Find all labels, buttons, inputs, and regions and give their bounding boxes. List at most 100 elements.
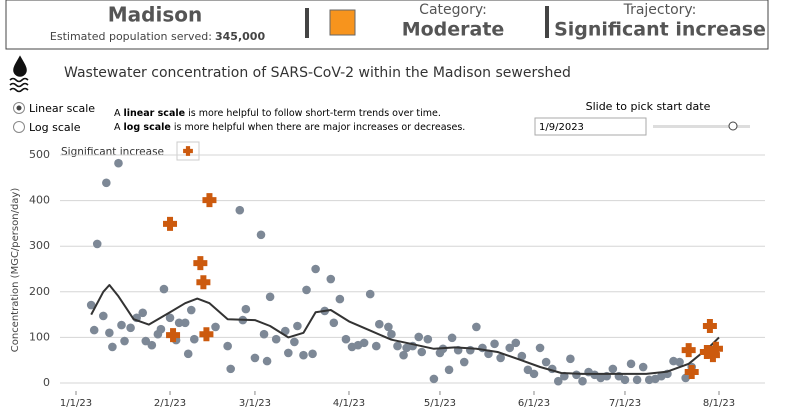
data-point [626,359,636,369]
trajectory: Significant increase [554,19,766,41]
data-point [241,304,251,314]
x-tick-label: 4/1/23 [333,398,365,409]
data-point [293,321,302,331]
site-name: Madison [108,3,202,27]
data-point [608,364,618,374]
note-part: is more helpful when there are major inc… [171,122,465,133]
trend-line [90,284,720,375]
trajectory-label: Trajectory: [623,2,697,18]
slider-track [653,125,750,128]
header-box [5,0,769,50]
significant-point [196,275,211,290]
data-point [365,289,375,299]
data-point [108,342,117,352]
data-point [517,351,527,361]
significant-point [705,348,720,363]
data-point [620,375,630,385]
x-tick-label: 8/1/23 [703,398,735,409]
y-axis-label: Concentration (MGC/person/day) [10,188,21,353]
x-tick-label: 1/1/23 [60,398,92,409]
data-point [114,158,123,168]
separator [545,6,549,38]
data-point [126,323,135,333]
y-tick-label: 400 [29,194,50,207]
data-point [147,340,157,350]
y-tick-label: 200 [29,285,50,298]
significant-point [163,216,178,231]
data-point [459,357,469,367]
data-point [578,376,587,386]
data-point [375,319,384,329]
data-point [529,369,539,379]
slider-handle[interactable] [728,121,738,131]
data-point [262,356,272,366]
data-point [311,264,320,274]
data-point [250,353,260,363]
slider-label: Slide to pick start date [586,100,711,113]
date-value: 1/9/2023 [539,122,584,133]
data-point [259,329,269,339]
category-label: Category: [419,2,487,18]
note-part: is more helpful to follow short-term tre… [185,108,441,119]
significant-point [199,327,214,342]
data-point [223,341,232,351]
legend-marker [183,146,193,156]
significant-point [202,193,217,208]
data-point [444,365,454,375]
data-point [326,274,336,284]
data-point [120,336,129,346]
x-tick-label: 5/1/23 [424,398,456,409]
data-point [89,325,99,335]
data-point [341,334,351,344]
note-part: linear scale [124,108,186,119]
y-tick-label: 0 [43,376,50,389]
data-point [92,239,102,249]
x-tick-label: 2/1/23 [154,398,186,409]
data-point [141,336,151,346]
data-point [265,292,275,302]
category-swatch [329,9,356,36]
date-input[interactable] [534,117,647,136]
data-point [256,230,266,240]
data-point [681,373,690,383]
data-point [490,339,499,349]
data-point [284,348,293,358]
scale-note: A log scale is more helpful when there a… [114,122,465,133]
data-point [98,311,108,321]
data-point [308,349,317,359]
scale-note: A linear scale is more helpful to follow… [114,108,441,119]
population-label: Estimated population served: [50,30,212,43]
data-point [417,347,427,357]
significant-point [681,343,696,358]
data-point [387,329,396,339]
data-point [165,313,175,323]
note-part: log scale [124,122,171,133]
separator [305,8,309,38]
data-point [235,205,245,215]
data-point [632,375,642,385]
data-point [156,324,166,334]
radio-label[interactable]: Linear scale [29,102,95,115]
data-point [675,357,684,367]
data-point [186,305,196,315]
data-point [174,318,184,328]
data-point [553,376,563,386]
x-tick-label: 6/1/23 [518,398,550,409]
legend-label: Significant increase [61,146,164,158]
significant-point [702,319,717,333]
significant-point [684,365,699,380]
radio-dot [16,105,22,111]
data-point [472,322,481,332]
data-point [465,345,475,355]
data-point [211,322,220,332]
data-point [105,328,114,338]
y-tick-label: 500 [29,148,50,161]
data-point [290,337,299,347]
radio-label[interactable]: Log scale [29,121,81,134]
data-point [511,338,521,348]
note-part: A [114,108,124,119]
significant-point [193,256,208,271]
data-point [447,333,457,343]
radio[interactable] [13,121,25,133]
